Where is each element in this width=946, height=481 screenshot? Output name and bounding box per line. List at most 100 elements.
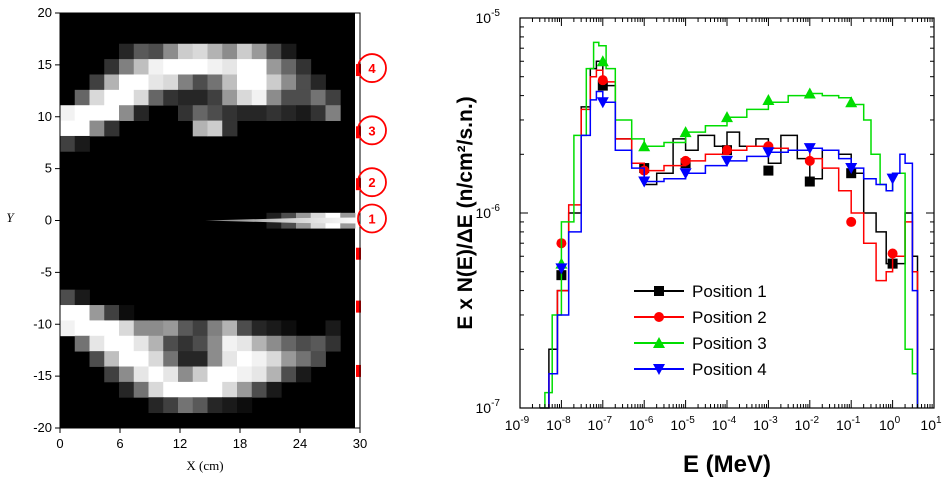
heatmap-cell bbox=[163, 397, 179, 414]
heatmap-cell bbox=[237, 74, 253, 91]
heatmap-cell bbox=[192, 351, 208, 367]
x-tick-exponent: -3 bbox=[769, 415, 778, 426]
series-marker bbox=[654, 312, 664, 322]
y-tick-label: 10-7 bbox=[476, 398, 501, 416]
series-marker bbox=[597, 75, 608, 86]
y-tick-exponent: -7 bbox=[491, 398, 500, 409]
heatmap-cell bbox=[237, 105, 253, 121]
heatmap-cell bbox=[178, 74, 194, 91]
heatmap-cell bbox=[163, 59, 179, 75]
x-tick-exponent: 1 bbox=[936, 415, 942, 426]
heatmap-cell bbox=[251, 351, 267, 367]
heatmap-cell bbox=[178, 335, 194, 352]
heatmap-cell bbox=[222, 366, 238, 383]
heatmap-cell bbox=[266, 381, 282, 398]
series-marker bbox=[845, 96, 858, 108]
heatmap-cell bbox=[222, 43, 238, 60]
series-marker bbox=[680, 155, 691, 166]
heatmap-cell bbox=[192, 397, 208, 414]
position-circle bbox=[357, 203, 387, 234]
y-tick-label: 10-6 bbox=[476, 203, 501, 221]
heatmap-x-axis-label: X (cm) bbox=[186, 458, 223, 473]
spectrum-panel: 10-9 10-8 10-7 10-6 10-5 10-4 10-3 10-2 10-1 100 1… bbox=[454, 8, 942, 478]
series-marker bbox=[886, 173, 899, 185]
heatmap-cell bbox=[192, 43, 208, 60]
heatmap-cell bbox=[266, 335, 282, 352]
heatmap-cell bbox=[192, 59, 208, 75]
x-tick-exponent: -2 bbox=[810, 415, 819, 426]
heatmap-cell bbox=[222, 397, 238, 414]
heatmap-x-ticks: 0 6 12 18 24 30 bbox=[56, 428, 367, 451]
heatmap-cell bbox=[207, 351, 223, 367]
series-marker bbox=[596, 55, 609, 67]
heatmap-cell bbox=[74, 305, 90, 321]
heatmap-cell bbox=[89, 335, 105, 352]
heatmap-cell bbox=[251, 366, 267, 383]
heatmap-cell bbox=[119, 59, 135, 75]
series-marker bbox=[596, 97, 609, 109]
x-tick-label: 12 bbox=[173, 436, 187, 451]
heatmap-cell bbox=[178, 397, 194, 414]
heatmap-cell bbox=[104, 59, 120, 75]
heatmap-cell bbox=[74, 320, 90, 337]
heatmap-cell bbox=[281, 74, 297, 91]
heatmap-cell bbox=[207, 105, 223, 121]
heatmap-cell bbox=[207, 59, 223, 75]
heatmap-cell bbox=[178, 381, 194, 398]
x-tick-exponent: -7 bbox=[603, 415, 612, 426]
heatmap-cell bbox=[104, 335, 120, 352]
heatmap-cell bbox=[281, 59, 297, 75]
spectrum-y-axis-label: E x N(E)/ΔE (n/cm²/s.n.) bbox=[454, 96, 477, 329]
heatmap-cell bbox=[222, 59, 238, 75]
x-tick-exponent: -6 bbox=[645, 415, 654, 426]
heatmap-cell bbox=[222, 105, 238, 121]
heatmap-cell bbox=[133, 59, 149, 75]
x-tick-label: 10-2 bbox=[795, 415, 820, 433]
y-tick-exponent: -6 bbox=[491, 203, 500, 214]
heatmap-cell bbox=[237, 381, 253, 398]
heatmap-cell bbox=[251, 43, 267, 60]
x-tick-label: 10-9 bbox=[505, 415, 530, 433]
heatmap-cell bbox=[74, 135, 90, 152]
x-tick-label: 10-6 bbox=[629, 415, 654, 433]
series-position-1 bbox=[539, 60, 919, 409]
series-marker bbox=[846, 216, 857, 227]
y-tick-label: 0 bbox=[45, 213, 52, 228]
heatmap-cell bbox=[60, 289, 76, 306]
heatmap-cell bbox=[266, 43, 282, 60]
heatmap-cell bbox=[163, 43, 179, 60]
y-tick-label: -10 bbox=[33, 316, 52, 331]
heatmap-cell bbox=[266, 89, 282, 106]
heatmap-cell bbox=[163, 335, 179, 352]
series-marker bbox=[638, 176, 651, 188]
y-tick-label: 15 bbox=[38, 57, 52, 72]
heatmap-cell bbox=[104, 74, 120, 91]
heatmap-cell bbox=[148, 59, 164, 75]
heatmap-cell bbox=[74, 89, 90, 106]
heatmap-cell bbox=[192, 320, 208, 337]
heatmap-cell bbox=[104, 351, 120, 367]
x-tick-exponent: -1 bbox=[852, 415, 861, 426]
series-marker bbox=[721, 111, 733, 123]
spectrum-series bbox=[539, 41, 919, 409]
beam-streak bbox=[205, 217, 360, 224]
heatmap-cell bbox=[148, 89, 164, 106]
heatmap-cell bbox=[310, 74, 326, 91]
position-marker bbox=[356, 364, 361, 377]
heatmap-cell bbox=[119, 74, 135, 91]
heatmap-cell bbox=[222, 120, 238, 137]
heatmap-cell bbox=[207, 366, 223, 383]
legend-label: Position 1 bbox=[692, 282, 767, 301]
position-number: 4 bbox=[368, 61, 376, 76]
heatmap-cell bbox=[119, 335, 135, 352]
heatmap-cell bbox=[237, 366, 253, 383]
heatmap-cell bbox=[74, 120, 90, 137]
heatmap-cell bbox=[89, 105, 105, 121]
series-marker bbox=[803, 143, 816, 155]
heatmap-cell bbox=[89, 320, 105, 337]
heatmap-cell bbox=[119, 366, 135, 383]
legend-label: Position 4 bbox=[692, 360, 767, 379]
heatmap-cell bbox=[237, 59, 253, 75]
